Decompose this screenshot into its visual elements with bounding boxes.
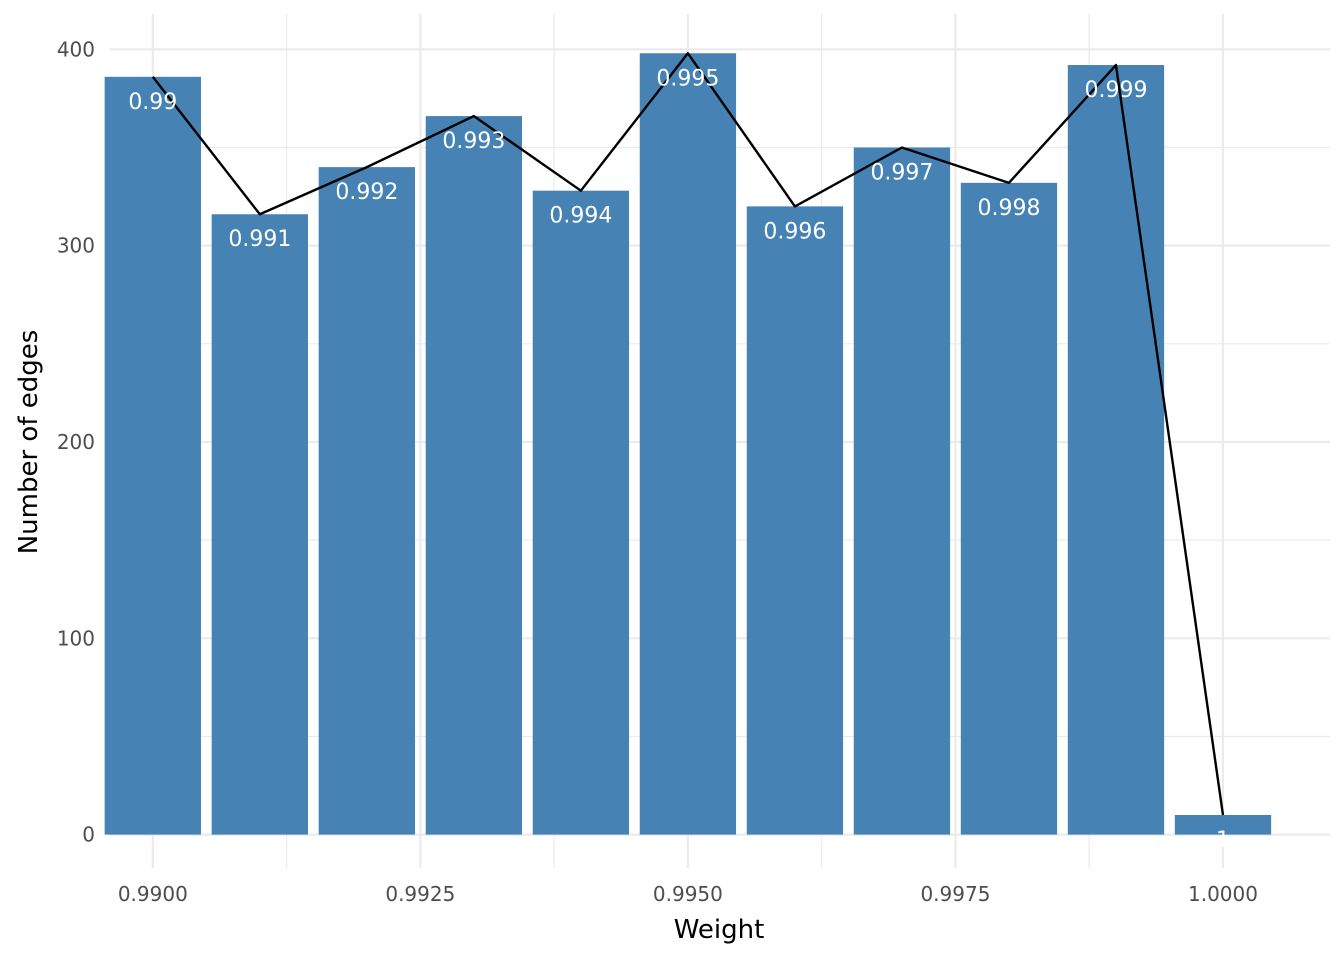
bar-label: 0.99: [128, 90, 177, 115]
trend-line-group: [151, 52, 1225, 816]
bar-label: 1: [1216, 828, 1230, 853]
x-tick-label: 1.0000: [1188, 882, 1258, 906]
bar: [1174, 814, 1272, 835]
y-axis-title: Number of edges: [14, 330, 44, 555]
x-axis-ticks: 0.9900 0.9925 0.9950 0.9975 1.0000: [118, 882, 1258, 906]
x-tick-label: 0.9950: [653, 882, 723, 906]
y-tick-label: 400: [57, 37, 95, 61]
bar-labels: 0.99 0.991 0.992 0.993 0.994 0.995 0.996 0.997 0…: [128, 66, 1230, 853]
bar-label: 0.991: [228, 227, 291, 252]
bar-label: 0.995: [656, 66, 719, 91]
x-tick-label: 0.9925: [385, 882, 455, 906]
y-tick-label: 100: [57, 626, 95, 650]
bar: [211, 214, 308, 835]
bar: [960, 182, 1058, 835]
y-axis-ticks: 0 100 200 300 400: [57, 37, 95, 846]
x-tick-label: 0.9900: [118, 882, 188, 906]
bar: [425, 116, 523, 835]
bar-label: 0.999: [1084, 78, 1147, 103]
bar: [104, 76, 201, 835]
bar-label: 0.993: [442, 129, 505, 154]
y-tick-label: 300: [57, 234, 95, 258]
bar: [532, 190, 630, 835]
bar: [639, 53, 737, 835]
bar: [853, 147, 951, 835]
bar-label: 0.992: [335, 180, 398, 205]
y-tick-label: 0: [82, 823, 95, 847]
bar-label: 0.996: [763, 219, 826, 244]
trend-line: [151, 52, 1225, 816]
bar-label: 0.997: [870, 160, 933, 185]
x-axis-title: Weight: [674, 915, 765, 945]
y-tick-label: 200: [57, 430, 95, 454]
x-tick-label: 0.9975: [920, 882, 990, 906]
bar: [1067, 65, 1165, 835]
bar-label: 0.994: [549, 204, 612, 229]
bar: [318, 167, 415, 835]
bar: [746, 206, 844, 835]
bar-label: 0.998: [977, 196, 1040, 221]
bars: [104, 53, 1272, 835]
